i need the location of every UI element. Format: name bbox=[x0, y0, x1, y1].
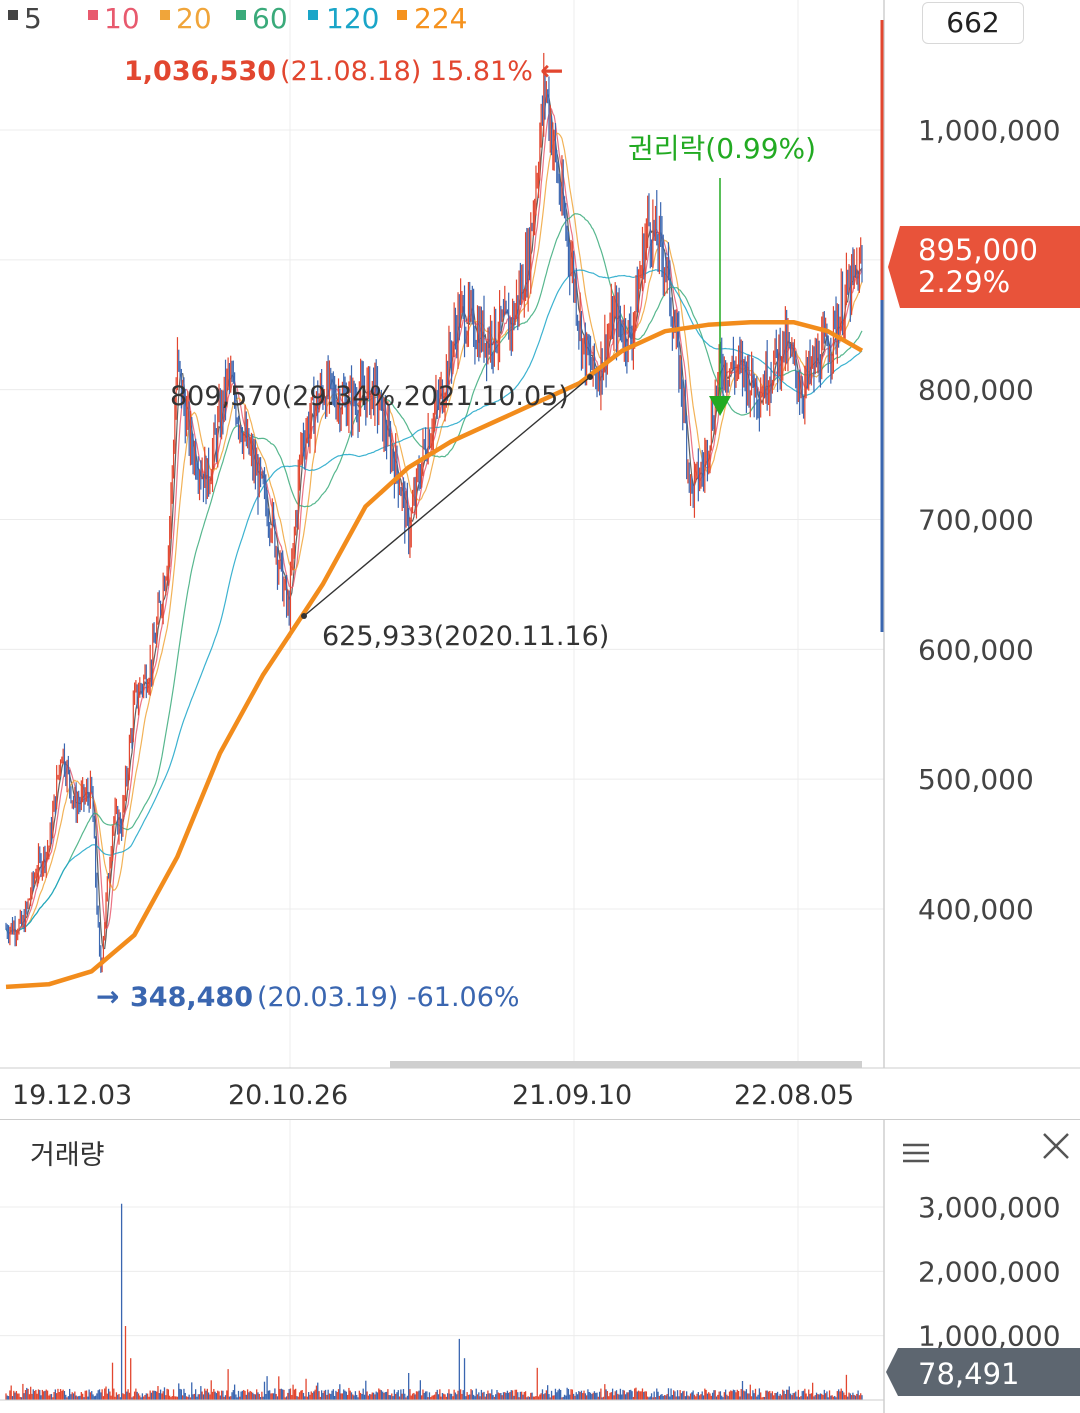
trend-high-label: 809,570(29.34%,2021.10.05) bbox=[170, 381, 569, 412]
y-tick-label: 1,000,000 bbox=[918, 114, 1061, 147]
price-chart[interactable]: 5 10 20 60 120 224 1,036,530 (21.08.18) 1… bbox=[0, 0, 1080, 1120]
trend-handle-top[interactable] bbox=[587, 374, 593, 380]
legend-20[interactable]: 20 bbox=[176, 2, 212, 35]
volume-title: 거래량 bbox=[30, 1140, 105, 1171]
ex-rights-arrow-icon bbox=[709, 396, 731, 416]
low-annotation: 348,480 (20.03.19) -61.06% bbox=[130, 982, 520, 1013]
current-price-badge: 895,000 2.29% bbox=[888, 226, 1080, 308]
volume-tick-label: 1,000,000 bbox=[918, 1320, 1061, 1353]
x-tick-label: 20.10.26 bbox=[228, 1080, 348, 1111]
y-tick-label: 700,000 bbox=[918, 504, 1034, 537]
low-arrow-icon: → bbox=[96, 980, 119, 1013]
menu-icon[interactable] bbox=[900, 1134, 944, 1178]
trend-low-label: 625,933(2020.11.16) bbox=[322, 621, 609, 652]
ma224-line bbox=[5, 319, 864, 990]
volume-bars bbox=[5, 1203, 863, 1400]
x-tick-label: 22.08.05 bbox=[734, 1080, 854, 1111]
current-volume: 78,491 bbox=[918, 1357, 1019, 1391]
high-arrow-icon: ← bbox=[540, 54, 563, 87]
x-tick-label: 21.09.10 bbox=[512, 1080, 632, 1111]
volume-tick-label: 3,000,000 bbox=[918, 1191, 1061, 1224]
current-price: 895,000 bbox=[918, 233, 1038, 267]
y-tick-label: 500,000 bbox=[918, 763, 1034, 796]
y-tick-label: 800,000 bbox=[918, 374, 1034, 407]
ex-rights-label: 권리락(0.99%) bbox=[628, 132, 816, 165]
x-tick-label: 19.12.03 bbox=[12, 1080, 132, 1111]
y-tick-label: 400,000 bbox=[918, 893, 1034, 926]
current-change: 2.29% bbox=[918, 265, 1010, 299]
volume-chart[interactable]: 거래량 1,000,000 2,000,000 3,000,000 78,491 bbox=[0, 1120, 1080, 1413]
ma-legend[interactable]: 5 10 20 60 120 224 bbox=[8, 2, 467, 35]
trend-line[interactable] bbox=[303, 376, 591, 617]
legend-60[interactable]: 60 bbox=[252, 2, 288, 35]
ma224-path bbox=[5, 319, 864, 990]
ma10-line bbox=[5, 106, 863, 935]
moving-average-lines bbox=[5, 93, 863, 950]
price-axis: 400,000 500,000 600,000 700,000 800,000 1,000… bbox=[918, 114, 1061, 926]
current-volume-badge: 78,491 bbox=[886, 1348, 1080, 1396]
ma20-line bbox=[5, 132, 863, 935]
volume-axis: 1,000,000 2,000,000 3,000,000 bbox=[918, 1191, 1061, 1353]
ma5-line bbox=[5, 93, 863, 950]
legend-224[interactable]: 224 bbox=[414, 2, 467, 35]
close-icon[interactable] bbox=[1036, 1132, 1076, 1172]
y-tick-label: 600,000 bbox=[918, 633, 1034, 666]
page-indicator[interactable]: 662 bbox=[922, 2, 1024, 44]
legend-5[interactable]: 5 bbox=[24, 2, 42, 35]
legend-120[interactable]: 120 bbox=[326, 2, 379, 35]
legend-10[interactable]: 10 bbox=[104, 2, 140, 35]
volume-grid bbox=[0, 1120, 884, 1400]
price-candles bbox=[5, 52, 863, 973]
volume-tick-label: 2,000,000 bbox=[918, 1255, 1061, 1288]
high-annotation: 1,036,530 (21.08.18) 15.81% bbox=[124, 56, 533, 87]
horizontal-scrollbar[interactable] bbox=[390, 1061, 862, 1068]
trend-handle-bottom[interactable] bbox=[301, 613, 307, 619]
